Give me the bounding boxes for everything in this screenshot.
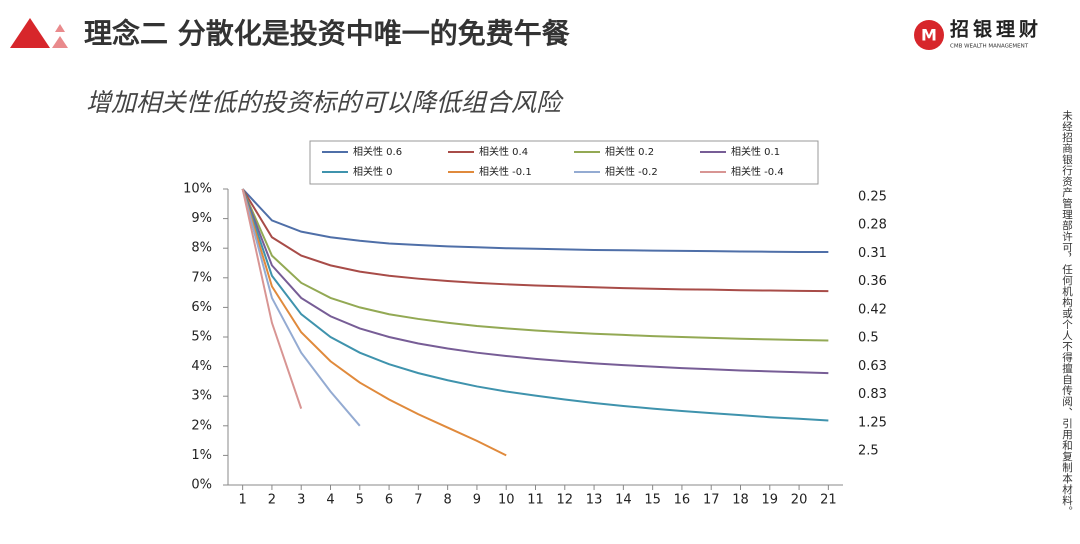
x-tick-label: 20	[791, 493, 808, 508]
chart-subtitle: 增加相关性低的投资标的可以降低组合风险	[86, 88, 564, 117]
y-tick-label: 7%	[191, 270, 212, 285]
series-line	[241, 188, 829, 375]
legend-label: 相关性 0.6	[353, 145, 402, 158]
x-tick-label: 7	[414, 493, 422, 508]
legend-label: 相关性 0.2	[605, 145, 654, 158]
x-tick-label: 3	[297, 493, 305, 508]
y-tick-label: 10%	[183, 182, 212, 197]
series-line	[241, 188, 829, 293]
logo-glyph: M	[921, 26, 937, 45]
right-label: 0.36	[858, 274, 887, 289]
logo-triangle-small	[55, 24, 65, 32]
x-tick-label: 5	[356, 493, 364, 508]
legend-label: 相关性 -0.2	[605, 165, 658, 178]
x-tick-label: 17	[703, 493, 720, 508]
right-label: 0.28	[858, 218, 887, 233]
right-label: 0.83	[858, 387, 887, 402]
legend-label: 相关性 -0.1	[479, 165, 532, 178]
x-tick-label: 21	[820, 493, 837, 508]
y-tick-label: 6%	[191, 300, 212, 315]
legend-box	[309, 140, 819, 185]
series-line	[241, 188, 507, 457]
x-tick-label: 6	[385, 493, 393, 508]
x-tick-label: 1	[239, 493, 247, 508]
series-line	[241, 188, 829, 422]
x-tick-label: 12	[557, 493, 574, 508]
legend-label: 相关性 0.1	[731, 145, 780, 158]
series-line	[241, 188, 829, 342]
right-label: 2.5	[858, 444, 879, 459]
series-line	[241, 188, 829, 254]
y-tick-label: 1%	[191, 448, 212, 463]
x-tick-label: 14	[615, 493, 632, 508]
x-tick-label: 2	[268, 493, 276, 508]
logo-subtext: CMB WEALTH MANAGEMENT	[950, 44, 1029, 50]
x-tick-label: 15	[644, 493, 661, 508]
x-tick-label: 9	[473, 493, 481, 508]
x-tick-label: 19	[762, 493, 779, 508]
x-tick-label: 4	[326, 493, 334, 508]
y-tick-label: 4%	[191, 359, 212, 374]
right-label: 1.25	[858, 415, 887, 430]
y-tick-label: 0%	[191, 478, 212, 493]
x-tick-label: 11	[527, 493, 544, 508]
x-tick-label: 13	[586, 493, 603, 508]
y-tick-label: 3%	[191, 389, 212, 404]
y-tick-label: 9%	[191, 211, 212, 226]
right-label: 0.5	[858, 331, 879, 346]
right-label: 0.42	[858, 302, 887, 317]
y-tick-label: 8%	[191, 241, 212, 256]
legend-label: 相关性 0	[353, 165, 393, 178]
x-tick-label: 8	[444, 493, 452, 508]
x-tick-label: 10	[498, 493, 515, 508]
right-label: 0.63	[858, 359, 887, 374]
x-tick-label: 18	[732, 493, 749, 508]
right-label: 0.31	[858, 246, 887, 261]
series-line	[241, 188, 361, 427]
legend-label: 相关性 -0.4	[731, 165, 784, 178]
logo-mark	[914, 20, 944, 50]
right-label: 0.25	[858, 190, 887, 205]
logo-triangle-small	[52, 36, 68, 48]
logo-triangle	[10, 18, 50, 48]
y-tick-label: 2%	[191, 418, 212, 433]
slide-title: 理念二 分散化是投资中唯一的免费午餐	[84, 17, 571, 50]
series-line	[241, 188, 303, 409]
y-tick-label: 5%	[191, 330, 212, 345]
x-tick-label: 16	[674, 493, 691, 508]
notice: 未经招商银行资产管理部许可，任何机构或个人不得擅自传阅、引用和复制本材料。	[1061, 110, 1073, 517]
logo-text: 招银理财	[950, 18, 1042, 41]
legend-label: 相关性 0.4	[479, 145, 528, 158]
